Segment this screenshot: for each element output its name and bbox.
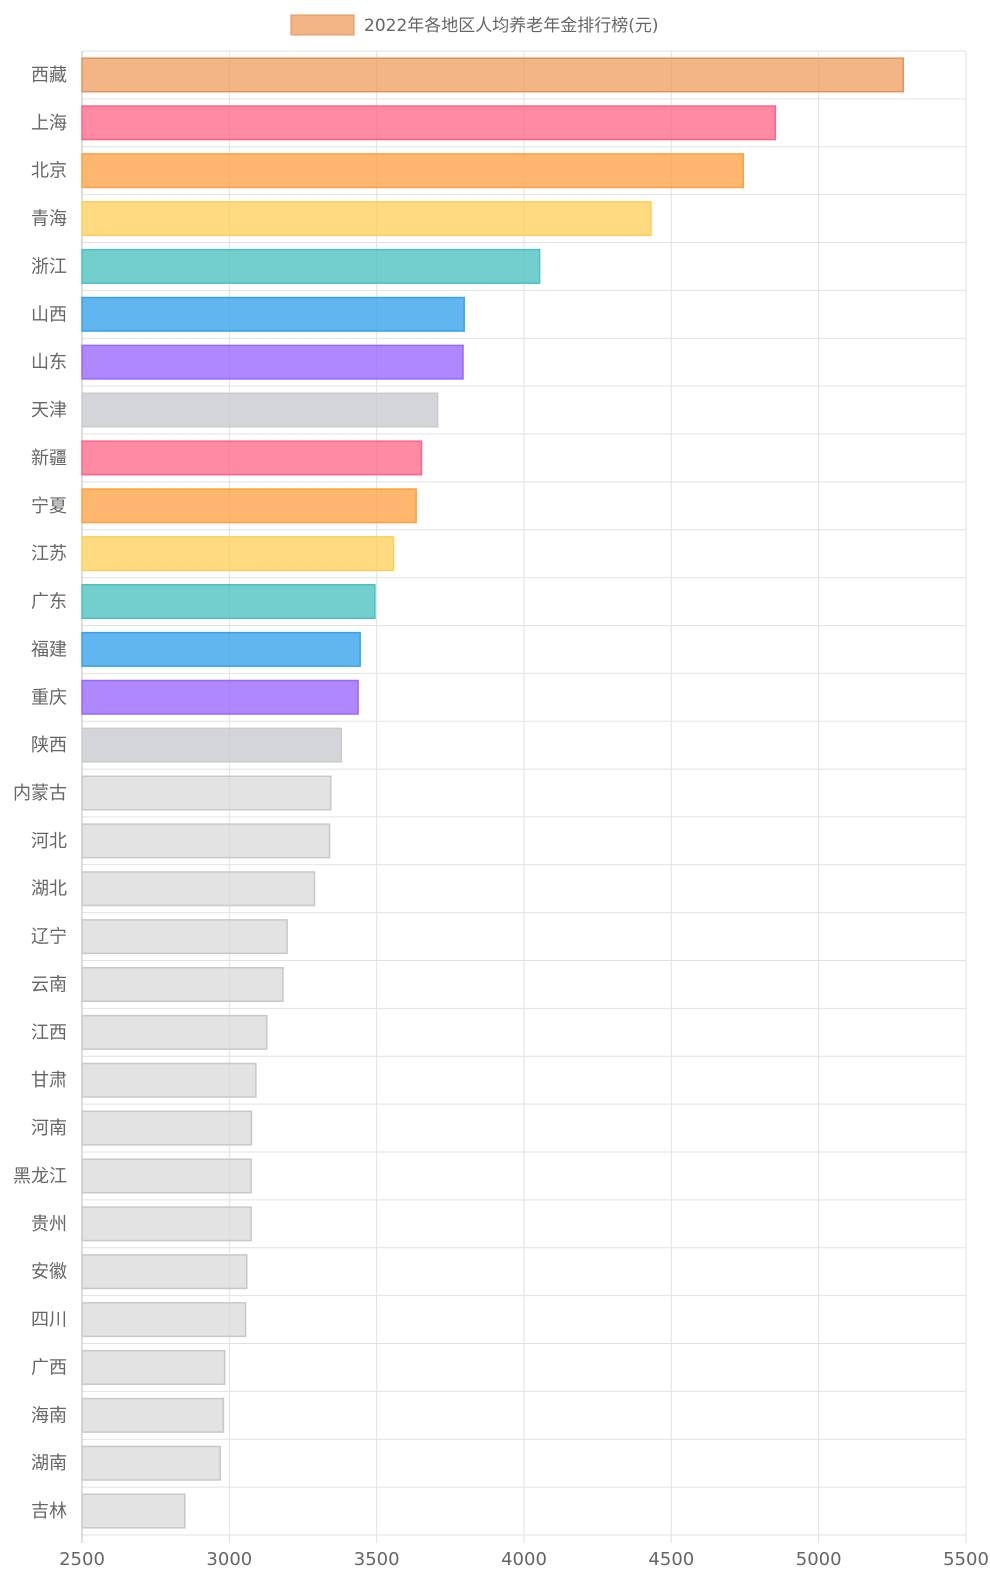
bar-14[interactable] — [81, 679, 359, 715]
bar-25[interactable] — [81, 1206, 252, 1242]
category-label: 山东 — [31, 352, 67, 373]
category-label: 内蒙古 — [13, 783, 67, 804]
bar-28[interactable] — [81, 1349, 226, 1385]
bar-4[interactable] — [81, 201, 652, 237]
bar-5[interactable] — [81, 248, 541, 284]
category-label: 上海 — [31, 113, 67, 134]
category-label: 广西 — [31, 1357, 67, 1378]
category-labels: 西藏上海北京青海浙江山西山东天津新疆宁夏江苏广东福建重庆陕西内蒙古河北湖北辽宁云… — [13, 65, 67, 1522]
x-tick-label: 3500 — [354, 1549, 400, 1570]
x-tick-label: 4000 — [501, 1549, 547, 1570]
category-label: 重庆 — [31, 687, 67, 708]
category-label: 辽宁 — [31, 927, 67, 948]
bar-17[interactable] — [81, 823, 331, 859]
grid — [81, 50, 967, 1543]
x-tick-label: 4500 — [648, 1549, 694, 1570]
bar-23[interactable] — [81, 1110, 253, 1146]
bar-3[interactable] — [81, 153, 744, 189]
category-label: 云南 — [31, 974, 67, 995]
bar-11[interactable] — [81, 536, 395, 572]
x-axis-tick-labels: 2500 3000 3500 4000 4500 5000 5500 — [59, 1549, 989, 1570]
bars — [81, 57, 904, 1529]
category-label: 青海 — [31, 209, 67, 230]
bar-20[interactable] — [81, 966, 284, 1002]
category-label: 贵州 — [31, 1214, 67, 1235]
bar-19[interactable] — [81, 919, 288, 955]
category-label: 新疆 — [31, 448, 67, 469]
category-label: 西藏 — [31, 65, 67, 86]
bar-2[interactable] — [81, 105, 777, 141]
category-label: 海南 — [31, 1405, 67, 1426]
bar-31[interactable] — [81, 1493, 186, 1529]
bar-10[interactable] — [81, 488, 417, 524]
category-label: 天津 — [31, 400, 67, 421]
x-tick-label: 5500 — [943, 1549, 989, 1570]
category-label: 山西 — [31, 304, 67, 325]
category-label: 安徽 — [31, 1262, 67, 1283]
bar-8[interactable] — [81, 392, 439, 428]
category-label: 河南 — [31, 1118, 67, 1139]
category-label: 陕西 — [31, 735, 67, 756]
bar-29[interactable] — [81, 1397, 225, 1433]
bar-27[interactable] — [81, 1302, 247, 1338]
bar-18[interactable] — [81, 871, 316, 907]
category-label: 吉林 — [31, 1501, 67, 1522]
category-label: 福建 — [31, 639, 67, 660]
category-label: 广东 — [31, 592, 67, 613]
bar-22[interactable] — [81, 1062, 257, 1098]
bar-13[interactable] — [81, 631, 361, 667]
category-label: 黑龙江 — [13, 1166, 67, 1187]
x-tick-label: 2500 — [59, 1549, 105, 1570]
category-label: 浙江 — [31, 256, 67, 277]
bar-30[interactable] — [81, 1445, 221, 1481]
bar-24[interactable] — [81, 1158, 252, 1194]
category-label: 宁夏 — [31, 496, 67, 517]
bar-16[interactable] — [81, 775, 332, 811]
category-label: 北京 — [31, 161, 67, 182]
bar-1[interactable] — [81, 57, 904, 93]
x-tick-label: 5000 — [796, 1549, 842, 1570]
legend-swatch — [290, 14, 355, 36]
category-label: 湖南 — [31, 1453, 67, 1474]
category-label: 江西 — [31, 1022, 67, 1043]
bar-9[interactable] — [81, 440, 423, 476]
category-label: 河北 — [31, 831, 67, 852]
bar-21[interactable] — [81, 1014, 268, 1050]
x-tick-label: 3000 — [206, 1549, 252, 1570]
bar-7[interactable] — [81, 344, 464, 380]
bar-26[interactable] — [81, 1254, 248, 1290]
bar-12[interactable] — [81, 584, 376, 620]
category-label: 江苏 — [31, 544, 67, 565]
legend[interactable]: 2022年各地区人均养老年金排行榜(元) — [290, 14, 659, 36]
bar-15[interactable] — [81, 727, 343, 763]
category-label: 四川 — [31, 1310, 67, 1331]
category-label: 湖北 — [31, 879, 67, 900]
bar-6[interactable] — [81, 296, 465, 332]
category-label: 甘肃 — [31, 1070, 67, 1091]
legend-label: 2022年各地区人均养老年金排行榜(元) — [364, 16, 659, 36]
